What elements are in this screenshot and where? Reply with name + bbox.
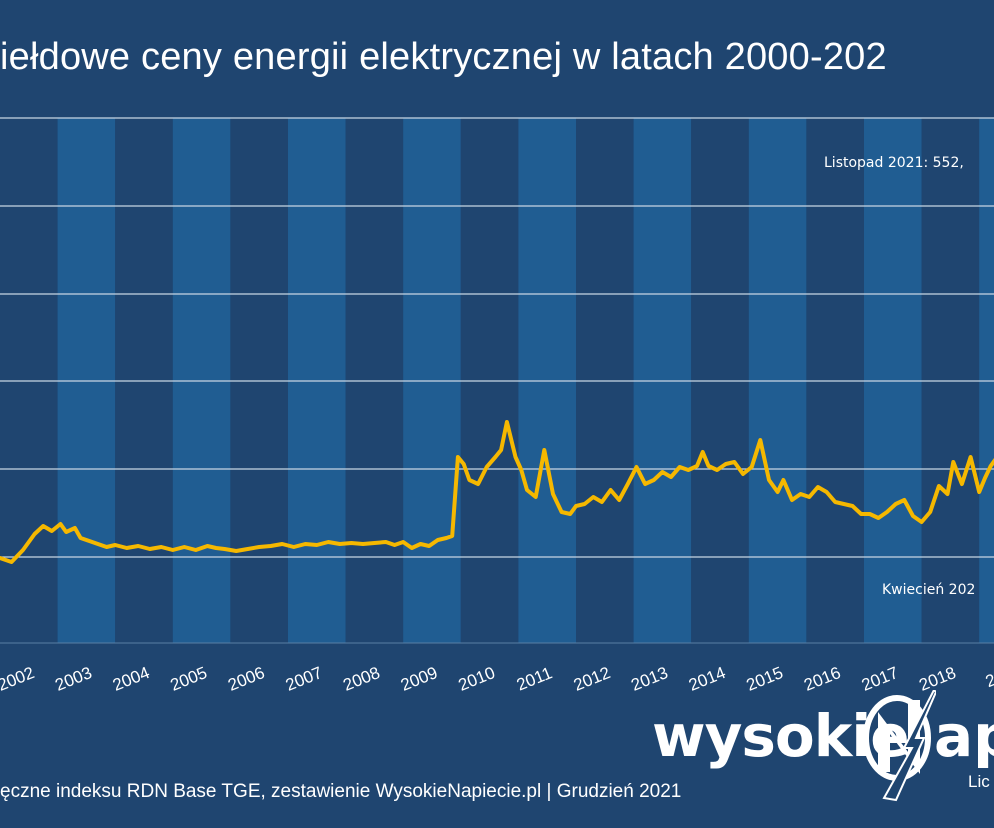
source-note: ęczne indeksu RDN Base TGE, zestawienie … — [0, 781, 682, 802]
x-tick-label: 2014 — [686, 663, 728, 695]
x-tick-label: 2012 — [571, 663, 613, 695]
x-tick-label: 2009 — [398, 663, 440, 695]
lightning-logo-icon — [863, 690, 936, 802]
x-tick-label: 2004 — [110, 663, 152, 695]
max-annotation: Listopad 2021: 552, — [824, 155, 964, 171]
chart-title: iełdowe ceny energii elektrycznej w lata… — [0, 36, 887, 78]
x-tick-label: 2011 — [514, 663, 555, 694]
x-tick-label: 2006 — [225, 663, 267, 695]
x-tick-label: 2016 — [801, 663, 843, 695]
x-tick-label: 2007 — [283, 663, 325, 695]
license-note: Lic — [968, 772, 990, 791]
series-line — [0, 420, 994, 564]
x-tick-label: 2008 — [340, 663, 382, 695]
gridlines — [0, 117, 994, 644]
logo-text-after: ap — [934, 702, 994, 770]
min-annotation: Kwiecień 202 — [882, 582, 975, 598]
x-tick-label: 20 — [983, 667, 994, 692]
x-axis-ticks: 2002 2003 2004 2005 2006 2007 2008 2009 2010 2011… — [0, 663, 994, 695]
x-tick-label: 2005 — [168, 663, 210, 695]
x-tick-label: 2002 — [0, 663, 37, 695]
line-chart: Listopad 2021: 552, Kwiecień 202 2002 200… — [0, 117, 994, 695]
x-tick-label: 2003 — [52, 663, 94, 695]
x-tick-label: 2010 — [456, 663, 498, 695]
x-tick-label: 2013 — [628, 663, 670, 695]
x-tick-label: 2015 — [744, 663, 786, 695]
